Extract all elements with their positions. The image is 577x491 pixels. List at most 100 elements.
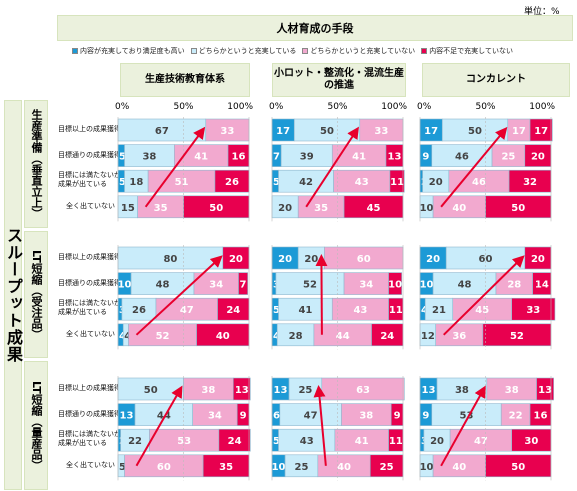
- bar-value-1-0-1-1: 48: [156, 280, 170, 291]
- row-label-2-2: 目標には満たないが成果が出ている: [58, 430, 121, 448]
- bar-value-0-2-3-3: 50: [511, 203, 525, 214]
- bar-value-0-2-2-3: 32: [523, 177, 537, 188]
- bar-value-2-0-3-2: 60: [157, 462, 171, 473]
- bar-value-0-1-0-2: 33: [374, 126, 388, 137]
- bar-value-0-0-3-2: 35: [154, 203, 168, 214]
- legend-item-1: どちらかというと充実している: [190, 46, 296, 56]
- bar-value-1-2-3-2: 36: [452, 331, 466, 342]
- trend-arrow-2-2: [440, 385, 486, 467]
- bar-value-2-1-3-1: 25: [295, 462, 309, 473]
- bar-value-1-0-2-2: 47: [180, 305, 194, 316]
- row-label-0-0: 目標以上の成果獲得: [58, 125, 121, 133]
- bar-value-2-1-2-0: 5: [273, 436, 280, 447]
- bar-value-2-1-1-3: 9: [394, 411, 401, 422]
- group-box-2: LT短縮（量産品）: [24, 361, 48, 490]
- bar-value-1-2-1-1: 48: [458, 280, 472, 291]
- bar-value-2-2-3-1: 10: [420, 462, 434, 473]
- bar-value-2-1-1-1: 47: [304, 411, 318, 422]
- bar-value-2-1-0-1: 25: [298, 385, 312, 396]
- trend-arrow-2-1: [313, 385, 327, 466]
- bar-value-1-2-0-3: 20: [531, 254, 545, 265]
- legend-item-2: どちらかというと充実していない: [302, 46, 415, 56]
- sidebar: スループット成果: [4, 100, 23, 490]
- bar-value-0-2-0-3: 17: [534, 126, 548, 137]
- bar-value-2-1-1-0: 6: [273, 411, 280, 422]
- bar-value-0-2-3-1: 10: [420, 203, 434, 214]
- bar-value-2-2-1-0: 9: [422, 411, 429, 422]
- group-title-1: LT短縮（受注品）: [30, 249, 43, 340]
- bar-value-1-2-2-3: 33: [526, 305, 540, 316]
- bar-value-2-1-3-2: 40: [337, 462, 351, 473]
- legend-swatch-1: [190, 48, 197, 54]
- bar-value-1-1-0-0: 20: [278, 254, 292, 265]
- bar-value-2-1-1-2: 38: [359, 411, 373, 422]
- row-label-2-1: 目標通りの成果獲得: [58, 409, 121, 418]
- bar-value-1-2-2-1: 21: [432, 305, 446, 316]
- bar-value-1-1-3-1: 28: [289, 331, 303, 342]
- bar-value-1-0-1-0: 10: [118, 280, 132, 291]
- bar-segment-2-0-0-3: [232, 377, 251, 401]
- bar-value-1-0-2-1: 26: [132, 305, 146, 316]
- bar-value-2-0-2-3: 24: [228, 436, 242, 447]
- bar-value-0-2-1-3: 20: [531, 152, 545, 163]
- bar-value-0-0-1-3: 16: [232, 152, 246, 163]
- bar-value-2-2-0-2: 38: [505, 385, 519, 396]
- bar-segment-1-2-2-3: [511, 297, 556, 321]
- trend-arrow-1-0: [135, 255, 223, 336]
- bar-segment-0-2-0-3: [529, 118, 553, 142]
- x-tick-label-2-0: 0%: [417, 102, 432, 112]
- bar-value-0-2-0-2: 17: [512, 126, 526, 137]
- bar-value-2-0-3-1: 5: [119, 462, 126, 473]
- bar-value-0-1-1-1: 39: [300, 152, 314, 163]
- bar-value-1-2-2-0: 4: [421, 305, 428, 316]
- bar-value-2-0-3-3: 35: [219, 462, 233, 473]
- bar-value-0-1-2-2: 43: [355, 177, 369, 188]
- bar-value-2-0-1-0: 13: [120, 411, 134, 422]
- bar-value-0-0-2-1: 18: [129, 177, 143, 188]
- bar-value-0-0-2-3: 26: [225, 177, 239, 188]
- bar-value-0-0-3-1: 15: [121, 203, 135, 214]
- bar-value-0-0-0-1: 67: [155, 126, 169, 137]
- x-tick-label-1-2: 100%: [381, 102, 407, 112]
- legend: 内容が充実しており満足度も高い どちらかというと充実している どちらかというと充実し…: [72, 44, 513, 58]
- bar-value-0-1-3-1: 20: [278, 203, 292, 214]
- column-header-2: コンカレント: [422, 63, 570, 97]
- bar-value-0-1-0-1: 50: [320, 126, 334, 137]
- x-tick-label-2-1: 50%: [475, 102, 495, 112]
- legend-swatch-3: [421, 48, 428, 54]
- bar-value-1-2-1-0: 10: [420, 280, 434, 291]
- bar-value-2-0-0-2: 38: [201, 385, 215, 396]
- bar-value-0-1-0-0: 17: [276, 126, 290, 137]
- bar-value-1-2-3-3: 52: [510, 331, 524, 342]
- bar-value-0-1-1-0: 7: [273, 152, 280, 163]
- bar-value-2-1-0-0: 13: [274, 385, 288, 396]
- x-tick-label-1-1: 50%: [327, 102, 347, 112]
- x-tick-label-0-1: 50%: [173, 102, 193, 112]
- bar-value-1-0-3-2: 52: [156, 331, 170, 342]
- row-label-1-3: 全く出ていない: [66, 329, 115, 338]
- bar-segment-2-2-0-3: [536, 377, 554, 401]
- bar-value-1-0-3-3: 40: [216, 331, 230, 342]
- bar-value-1-1-1-3: 10: [388, 280, 402, 291]
- bar-value-0-0-0-2: 33: [220, 126, 234, 137]
- bar-value-1-0-0-1: 80: [163, 254, 177, 265]
- sidebar-title: スループット成果: [4, 227, 23, 363]
- bar-value-2-0-0-1: 50: [144, 385, 158, 396]
- bar-value-0-0-1-0: 5: [119, 152, 126, 163]
- bar-value-1-0-0-3: 20: [229, 254, 243, 265]
- bar-value-0-2-1-0: 9: [422, 152, 429, 163]
- bar-value-2-2-0-0: 13: [422, 385, 436, 396]
- bar-value-1-1-2-1: 41: [298, 305, 312, 316]
- x-tick-label-0-0: 0%: [115, 102, 130, 112]
- bar-value-0-1-3-2: 35: [314, 203, 328, 214]
- bar-value-1-2-2-2: 45: [475, 305, 489, 316]
- bar-value-1-1-1-2: 34: [359, 280, 373, 291]
- row-label-2-0: 目標以上の成果獲得: [58, 384, 121, 392]
- column-header-1: 小ロット・整流化・混流生産の推進: [272, 63, 406, 97]
- row-label-0-1: 目標通りの成果獲得: [58, 150, 121, 159]
- x-tick-label-0-2: 100%: [227, 102, 253, 112]
- bar-value-2-2-3-2: 40: [452, 462, 466, 473]
- trend-arrow-0-0: [144, 126, 206, 208]
